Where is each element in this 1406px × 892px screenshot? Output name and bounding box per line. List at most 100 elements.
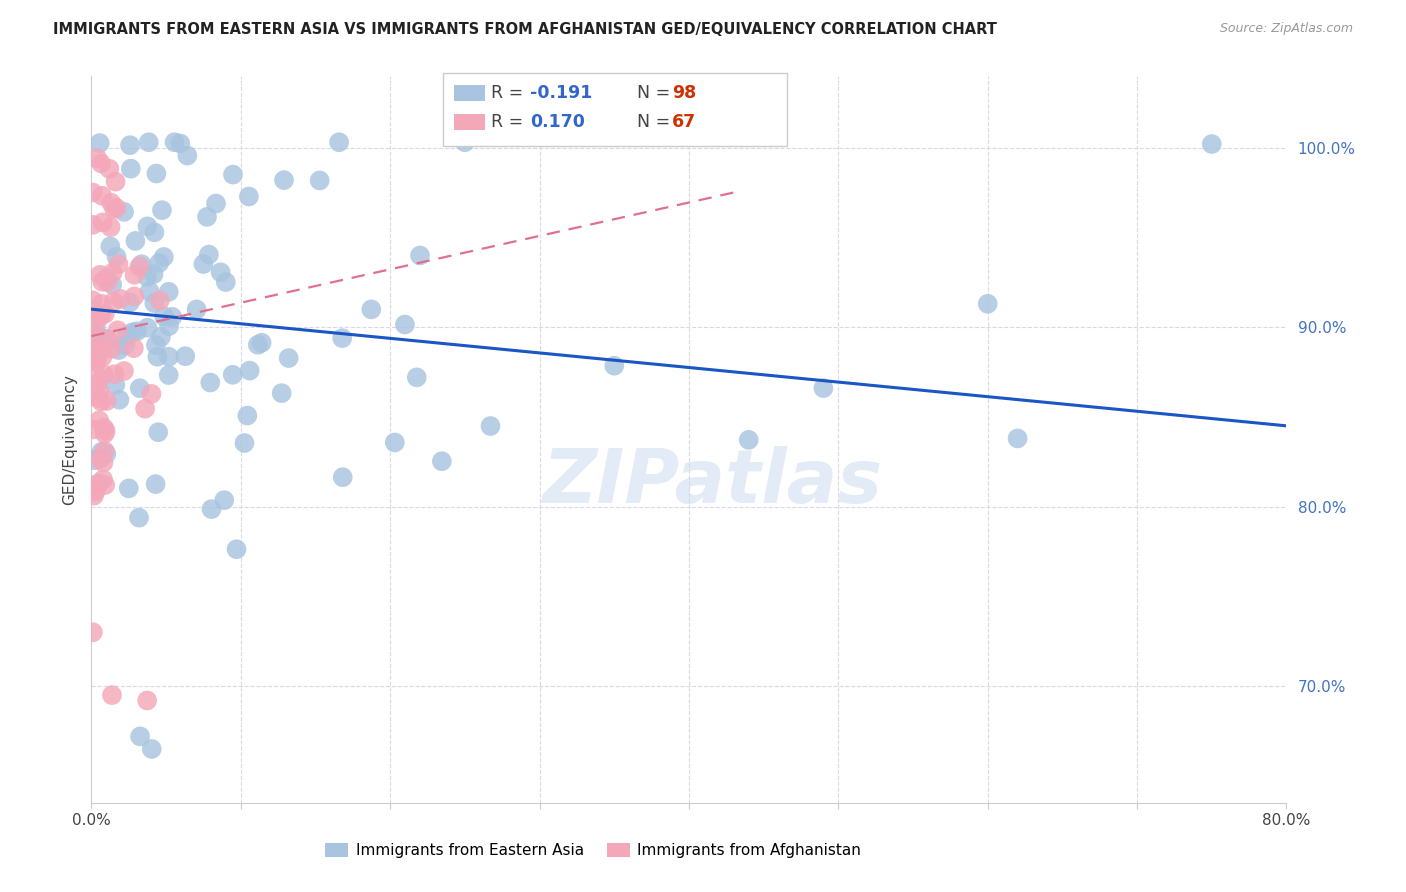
Point: [200, 376, 222, 390]
Point: [93, 307, 115, 321]
Point: [239, 363, 262, 377]
Point: [176, 148, 198, 162]
Point: [91, 189, 114, 203]
Point: [86, 312, 108, 326]
Point: [118, 295, 141, 310]
Point: [94, 331, 117, 345]
Point: [384, 435, 406, 450]
Point: [143, 296, 166, 310]
Point: [157, 285, 180, 299]
Point: [104, 377, 127, 392]
Point: [1201, 136, 1223, 151]
Point: [87, 369, 110, 384]
Point: [157, 368, 180, 382]
Point: [195, 210, 218, 224]
Point: [94, 424, 117, 438]
Point: [128, 510, 150, 524]
Point: [141, 387, 163, 401]
Point: [100, 220, 122, 235]
Point: [405, 370, 427, 384]
Point: [124, 289, 146, 303]
Point: [84, 484, 107, 499]
Point: [149, 293, 172, 308]
Text: 98: 98: [672, 84, 696, 102]
Point: [98, 239, 121, 253]
Point: [129, 730, 152, 744]
Point: [145, 338, 167, 352]
Point: [118, 138, 141, 153]
Point: [82, 327, 104, 342]
Point: [157, 350, 180, 364]
Point: [128, 260, 150, 274]
Point: [148, 425, 170, 440]
Point: [93, 421, 115, 435]
Point: [162, 310, 184, 324]
Point: [122, 341, 145, 355]
Point: [200, 502, 222, 516]
Point: [82, 293, 104, 308]
Point: [89, 452, 111, 467]
Point: [124, 268, 146, 282]
Point: [105, 201, 128, 215]
Text: 67: 67: [672, 113, 696, 131]
Point: [103, 202, 125, 216]
Point: [186, 302, 208, 317]
Point: [82, 422, 104, 436]
Point: [976, 297, 998, 311]
Point: [603, 359, 626, 373]
Point: [83, 489, 105, 503]
Point: [332, 470, 354, 484]
Point: [93, 367, 115, 381]
Text: R =: R =: [491, 84, 529, 102]
Point: [94, 478, 117, 492]
Text: IMMIGRANTS FROM EASTERN ASIA VS IMMIGRANTS FROM AFGHANISTAN GED/EQUIVALENCY CORR: IMMIGRANTS FROM EASTERN ASIA VS IMMIGRAN…: [53, 22, 997, 37]
Point: [124, 234, 146, 248]
Point: [112, 364, 135, 378]
Point: [138, 135, 160, 149]
Text: R =: R =: [491, 113, 529, 131]
Point: [82, 350, 104, 364]
Point: [91, 275, 114, 289]
Point: [86, 151, 108, 165]
Point: [96, 447, 118, 461]
Point: [136, 693, 159, 707]
Point: [93, 426, 115, 441]
Point: [454, 135, 477, 149]
Point: [86, 354, 108, 368]
Point: [89, 268, 111, 282]
Point: [153, 310, 176, 324]
Point: [273, 173, 295, 187]
Point: [90, 343, 112, 358]
Point: [246, 338, 269, 352]
Point: [394, 318, 416, 332]
Point: [91, 472, 114, 486]
Point: [87, 328, 110, 343]
Point: [128, 381, 150, 395]
Point: [205, 196, 228, 211]
Point: [169, 136, 191, 151]
Point: [142, 267, 165, 281]
Point: [138, 285, 160, 299]
Point: [89, 413, 111, 427]
Point: [308, 173, 330, 187]
Point: [82, 186, 104, 200]
Point: [136, 269, 159, 284]
Point: [1007, 431, 1029, 445]
Point: [101, 688, 124, 702]
Point: [330, 331, 353, 345]
Point: [125, 325, 148, 339]
Point: [84, 477, 107, 491]
Point: [233, 436, 256, 450]
Point: [96, 394, 118, 409]
Point: [90, 445, 112, 459]
Text: 0.170: 0.170: [530, 113, 585, 131]
Point: [277, 351, 299, 365]
Text: N =: N =: [637, 113, 676, 131]
Point: [90, 156, 112, 170]
Text: -0.191: -0.191: [530, 84, 592, 102]
Point: [108, 392, 131, 407]
Point: [84, 318, 107, 332]
Point: [145, 167, 167, 181]
Point: [107, 323, 129, 337]
Y-axis label: GED/Equivalency: GED/Equivalency: [62, 374, 77, 505]
